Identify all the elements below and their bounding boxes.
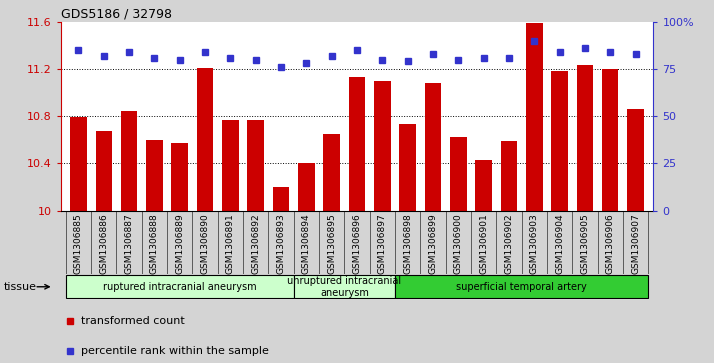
Text: GDS5186 / 32798: GDS5186 / 32798 bbox=[61, 8, 171, 21]
Text: GSM1306905: GSM1306905 bbox=[580, 214, 590, 274]
Bar bbox=[146, 140, 163, 211]
Bar bbox=[476, 160, 492, 211]
Bar bbox=[222, 120, 238, 211]
Bar bbox=[374, 81, 391, 211]
Bar bbox=[298, 163, 315, 211]
Text: GSM1306895: GSM1306895 bbox=[327, 214, 336, 274]
Bar bbox=[526, 23, 543, 211]
Text: tissue: tissue bbox=[4, 282, 36, 292]
Text: GSM1306898: GSM1306898 bbox=[403, 214, 412, 274]
Text: transformed count: transformed count bbox=[81, 316, 185, 326]
Text: GSM1306901: GSM1306901 bbox=[479, 214, 488, 274]
Text: GSM1306889: GSM1306889 bbox=[175, 214, 184, 274]
Text: GSM1306902: GSM1306902 bbox=[505, 214, 513, 274]
Text: GSM1306892: GSM1306892 bbox=[251, 214, 260, 274]
Text: GSM1306900: GSM1306900 bbox=[454, 214, 463, 274]
Text: GSM1306894: GSM1306894 bbox=[302, 214, 311, 274]
Bar bbox=[273, 187, 289, 211]
Bar bbox=[197, 68, 213, 211]
Bar bbox=[70, 117, 86, 211]
Bar bbox=[323, 134, 340, 211]
Bar bbox=[602, 69, 618, 211]
Text: GSM1306903: GSM1306903 bbox=[530, 214, 539, 274]
FancyBboxPatch shape bbox=[66, 275, 293, 298]
Text: unruptured intracranial
aneurysm: unruptured intracranial aneurysm bbox=[287, 276, 401, 298]
Bar bbox=[121, 111, 137, 211]
Bar bbox=[348, 77, 366, 211]
Text: ruptured intracranial aneurysm: ruptured intracranial aneurysm bbox=[103, 282, 256, 292]
Text: superficial temporal artery: superficial temporal artery bbox=[456, 282, 587, 292]
Text: GSM1306899: GSM1306899 bbox=[428, 214, 438, 274]
Bar bbox=[450, 138, 466, 211]
Text: percentile rank within the sample: percentile rank within the sample bbox=[81, 346, 269, 356]
Bar bbox=[248, 120, 264, 211]
Bar bbox=[501, 141, 517, 211]
Text: GSM1306891: GSM1306891 bbox=[226, 214, 235, 274]
Text: GSM1306893: GSM1306893 bbox=[276, 214, 286, 274]
Text: GSM1306904: GSM1306904 bbox=[555, 214, 564, 274]
Text: GSM1306906: GSM1306906 bbox=[605, 214, 615, 274]
Bar bbox=[171, 143, 188, 211]
Bar bbox=[425, 83, 441, 211]
Text: GSM1306890: GSM1306890 bbox=[201, 214, 209, 274]
Bar bbox=[628, 109, 644, 211]
Text: GSM1306886: GSM1306886 bbox=[99, 214, 109, 274]
Bar bbox=[577, 65, 593, 211]
FancyBboxPatch shape bbox=[395, 275, 648, 298]
Text: GSM1306907: GSM1306907 bbox=[631, 214, 640, 274]
Text: GSM1306897: GSM1306897 bbox=[378, 214, 387, 274]
FancyBboxPatch shape bbox=[293, 275, 395, 298]
Text: GSM1306885: GSM1306885 bbox=[74, 214, 83, 274]
Bar bbox=[399, 125, 416, 211]
Bar bbox=[551, 71, 568, 211]
Text: GSM1306887: GSM1306887 bbox=[124, 214, 134, 274]
Bar bbox=[96, 131, 112, 211]
Text: GSM1306888: GSM1306888 bbox=[150, 214, 159, 274]
Text: GSM1306896: GSM1306896 bbox=[353, 214, 361, 274]
